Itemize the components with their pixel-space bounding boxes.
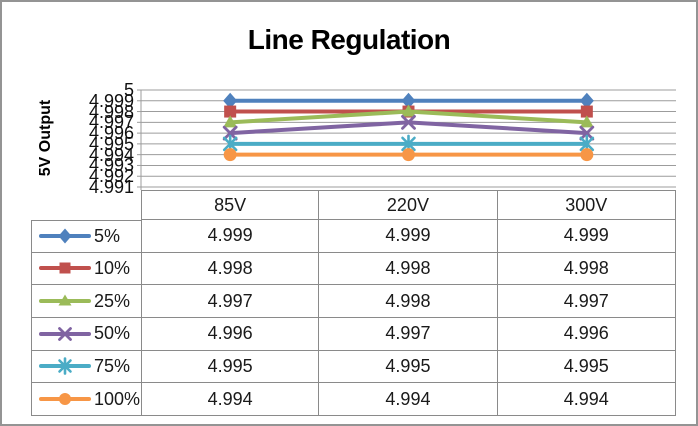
column-header-220v: 220V: [319, 190, 498, 220]
legend-label: 5%: [94, 225, 121, 246]
legend-label: 10%: [94, 257, 131, 278]
table-cell: 4.997: [319, 317, 498, 351]
legend-label: 75%: [94, 355, 131, 376]
table-cell: 4.997: [497, 285, 676, 318]
table-cell: 4.999: [319, 220, 498, 253]
legend-label: 25%: [94, 290, 131, 311]
table-cell: 4.995: [141, 350, 320, 384]
column-header-85v: 85V: [141, 190, 320, 220]
data-table: 85V 220V 300V 5% 4.999 4.999 4.999 10% 4…: [31, 190, 676, 416]
table-cell: 4.997: [141, 285, 320, 318]
table-cell: 4.998: [319, 285, 498, 318]
legend-item-25pct: 25%: [31, 285, 141, 318]
table-cell: 4.996: [497, 317, 676, 351]
series-75pct-marker-icon: [39, 357, 91, 376]
series-10pct-marker-icon: [39, 259, 91, 277]
series-50pct-marker-icon: [39, 325, 91, 343]
legend-label: 50%: [94, 323, 131, 344]
y-axis-tick-label: 4.996: [88, 123, 134, 144]
y-axis-tick-label: 5: [123, 80, 134, 100]
table-cell: 4.994: [319, 383, 498, 416]
y-axis-tick-label: 4.991: [88, 177, 134, 197]
legend-label: 100%: [94, 388, 141, 409]
table-cell: 4.995: [497, 350, 676, 384]
y-axis-tick-label: 4.993: [88, 155, 134, 176]
table-cell: 4.994: [497, 383, 676, 416]
table-cell: 4.995: [319, 350, 498, 384]
y-axis-tick-labels: 5 4.999 4.998 4.997 4.996 4.995 4.994 4.993 4.99…: [2, 2, 136, 424]
y-axis-tick-label: 4.994: [88, 144, 134, 165]
series-5pct-marker-icon: [39, 227, 91, 245]
table-cell: 4.994: [141, 383, 320, 416]
table-cell: 4.998: [319, 252, 498, 286]
y-axis-tick-label: 4.992: [88, 166, 134, 187]
series-25pct-marker-icon: [39, 292, 91, 310]
column-header-300v: 300V: [497, 190, 676, 220]
table-cell: 4.999: [141, 220, 320, 253]
table-cell: 4.996: [141, 317, 320, 351]
data-table-corner-cell: [31, 190, 141, 220]
table-cell: 4.999: [497, 220, 676, 253]
legend-item-100pct: 100%: [31, 383, 141, 416]
series-100pct-marker-icon: [39, 390, 91, 408]
legend-item-75pct: 75%: [31, 350, 141, 384]
table-cell: 4.998: [497, 252, 676, 286]
y-axis-tick-label: 4.999: [88, 90, 134, 111]
table-cell: 4.998: [141, 252, 320, 286]
legend-item-10pct: 10%: [31, 252, 141, 286]
legend-item-5pct: 5%: [31, 220, 141, 253]
y-axis-tick-label: 4.995: [88, 133, 134, 154]
y-axis-tick-label: 4.998: [88, 101, 134, 122]
chart-title: Line Regulation: [247, 24, 451, 55]
legend-item-50pct: 50%: [31, 317, 141, 351]
y-axis-tick-label: 4.997: [88, 112, 134, 133]
